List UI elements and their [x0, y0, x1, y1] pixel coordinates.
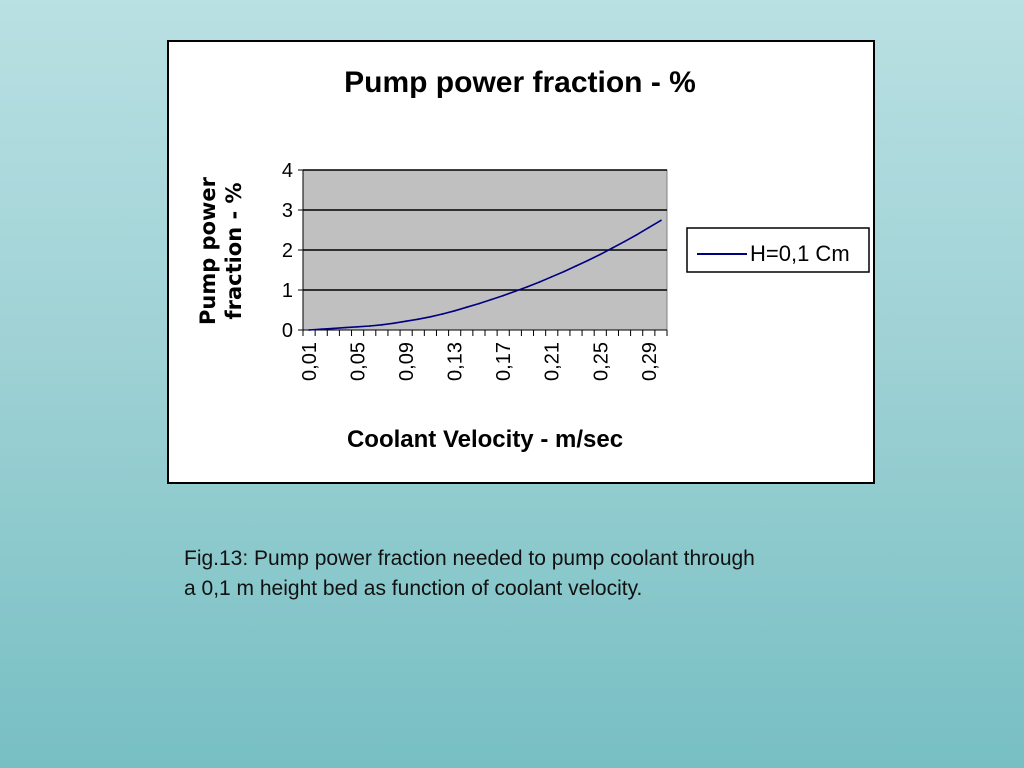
- data-point: [550, 275, 553, 278]
- y-axis-label-line1: Pump power: [196, 176, 220, 325]
- data-point: [308, 329, 310, 331]
- chart-title: Pump power fraction - %: [344, 66, 696, 99]
- x-tick-label: 0,21: [542, 342, 564, 381]
- data-point: [635, 233, 638, 236]
- x-tick-label: 0,09: [396, 342, 418, 381]
- legend-label: H=0,1 Cm: [750, 241, 850, 266]
- legend: H=0,1 Cm: [686, 227, 870, 273]
- data-point: [526, 285, 529, 288]
- data-point: [587, 259, 590, 262]
- legend-box: [686, 227, 870, 273]
- x-tick-label: 0,13: [445, 342, 467, 381]
- data-point: [599, 253, 602, 256]
- data-point: [647, 226, 650, 229]
- x-tick-label: 0,25: [590, 342, 612, 381]
- y-tick-label: 3: [282, 200, 293, 222]
- data-point: [502, 294, 505, 297]
- data-point: [356, 325, 359, 328]
- y-axis-label-line2: fraction - %: [222, 182, 246, 319]
- data-point: [514, 290, 517, 293]
- figure-caption: Fig.13: Pump power fraction needed to pu…: [184, 544, 904, 604]
- gridlines: [303, 169, 667, 291]
- series-group: [308, 219, 662, 331]
- x-axis: 0,01 0,05 0,09 0,13 0,17 0,21 0,25 0,29: [299, 329, 668, 381]
- x-tick-label: 0,17: [493, 342, 515, 381]
- data-point: [380, 323, 383, 326]
- data-point: [332, 327, 335, 330]
- chart-frame: Pump power fraction - % Pump power fract…: [167, 40, 875, 484]
- data-point: [465, 306, 468, 309]
- y-axis-label: Pump power fraction - %: [196, 176, 246, 325]
- data-point: [478, 302, 480, 305]
- data-point: [344, 326, 347, 329]
- x-tick-label: 0,05: [348, 342, 370, 381]
- y-axis: 0 1 2 3 4: [282, 160, 304, 342]
- data-point: [393, 322, 395, 325]
- data-point: [429, 315, 432, 318]
- data-point: [623, 240, 626, 243]
- data-point: [660, 219, 662, 222]
- data-point: [405, 320, 408, 323]
- series-line: [309, 219, 662, 331]
- data-point: [490, 298, 492, 301]
- caption-line-1: Fig.13: Pump power fraction needed to pu…: [184, 547, 755, 570]
- x-axis-label: Coolant Velocity - m/sec: [347, 426, 623, 453]
- x-tick-label: 0,01: [299, 342, 321, 381]
- y-tick-label: 2: [282, 240, 293, 262]
- caption-line-2: a 0,1 m height bed as function of coolan…: [184, 577, 643, 600]
- data-point: [453, 309, 456, 312]
- y-tick-label: 4: [282, 160, 293, 182]
- y-tick-label: 1: [282, 280, 293, 302]
- line-chart: Pump power fraction - % Pump power fract…: [196, 66, 870, 453]
- data-point: [611, 247, 614, 249]
- data-point: [538, 281, 541, 283]
- data-point: [368, 325, 371, 327]
- data-point: [320, 328, 323, 331]
- data-point: [417, 318, 420, 321]
- x-tick-label: 0,29: [639, 342, 661, 381]
- data-point: [441, 313, 444, 315]
- data-point: [562, 270, 565, 273]
- data-point: [575, 265, 577, 267]
- y-tick-label: 0: [282, 320, 293, 342]
